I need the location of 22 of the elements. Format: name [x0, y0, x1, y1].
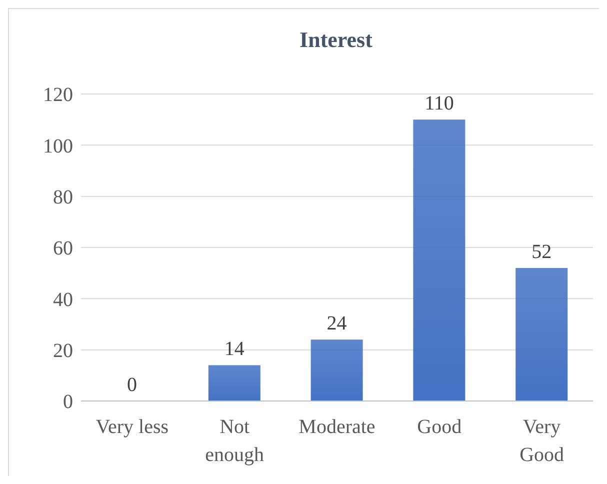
y-tick-label: 40	[53, 288, 73, 311]
chart-title: Interest	[298, 27, 374, 53]
y-tick-label: 120	[43, 84, 73, 106]
data-label: 0	[127, 374, 137, 396]
y-tick-label: 60	[53, 238, 73, 260]
x-tick-label: Very Good	[518, 415, 566, 468]
x-tick-label: Very less	[94, 415, 170, 440]
x-tick-label: Not enough	[204, 415, 266, 468]
x-tick-label: Good	[416, 415, 463, 440]
x-tick-label: Moderate	[298, 415, 376, 440]
data-label: 110	[424, 92, 454, 115]
bar	[310, 340, 363, 401]
data-label: 14	[224, 338, 244, 360]
y-tick-label: 0	[63, 391, 73, 414]
bar	[516, 268, 568, 401]
bar	[413, 120, 466, 401]
y-tick-label: 100	[43, 135, 73, 158]
y-tick-label: 20	[53, 340, 73, 362]
bar	[208, 365, 260, 401]
data-label: 24	[326, 312, 347, 335]
data-label: 52	[532, 240, 552, 263]
y-tick-label: 80	[53, 186, 73, 208]
